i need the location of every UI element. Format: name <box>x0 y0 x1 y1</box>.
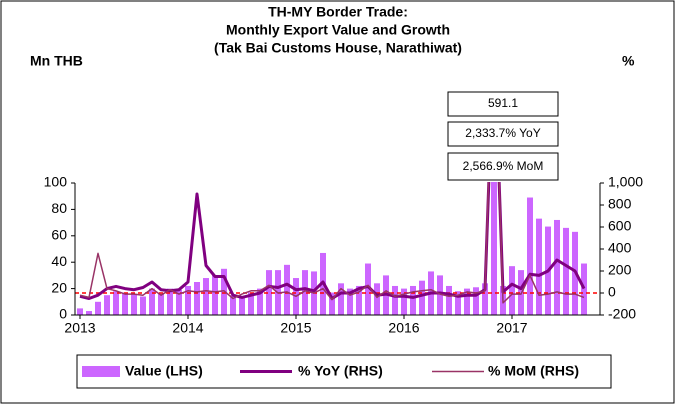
bar <box>212 275 218 315</box>
bar <box>419 280 425 315</box>
plot-area <box>75 182 600 315</box>
annotation-box <box>447 152 559 181</box>
y2-tick-label: 0 <box>608 284 616 300</box>
y2-tick-label: -200 <box>608 306 636 322</box>
bar <box>581 263 587 315</box>
bar <box>176 289 182 315</box>
bar <box>140 296 146 315</box>
bar <box>122 292 128 315</box>
bar <box>491 182 497 315</box>
x-tick-label: 2015 <box>280 320 311 336</box>
chart-title: Monthly Export Value and Growth <box>226 22 450 38</box>
bar <box>473 287 479 315</box>
bar <box>239 296 245 315</box>
bar <box>347 288 353 315</box>
x-tick-label: 2013 <box>64 320 95 336</box>
bar <box>482 283 488 315</box>
bar <box>356 285 362 315</box>
bar <box>401 288 407 315</box>
y-tick-label: 20 <box>51 279 67 295</box>
annotation: 2,566.9% MoM <box>463 159 544 173</box>
bar <box>410 285 416 315</box>
legend-label: % YoY (RHS) <box>298 363 383 379</box>
bar <box>455 291 461 315</box>
annotation: 2,333.7% YoY <box>465 126 540 140</box>
bar <box>329 292 335 315</box>
annotation: 591.1 <box>488 96 518 110</box>
line-series <box>79 182 585 304</box>
bar <box>365 263 371 315</box>
y-tick-label: 60 <box>51 227 67 243</box>
bar <box>257 288 263 315</box>
bar <box>113 291 119 315</box>
legend-label: % MoM (RHS) <box>488 363 579 379</box>
bar <box>104 295 110 315</box>
x-tick-label: 2014 <box>172 320 203 336</box>
bar <box>86 311 92 315</box>
bar <box>131 293 137 315</box>
bar <box>527 197 533 315</box>
bar <box>167 288 173 315</box>
y2-tick-label: 400 <box>608 240 632 256</box>
chart-title: TH-MY Border Trade: <box>268 4 408 20</box>
y-tick-label: 100 <box>44 174 68 190</box>
bar <box>221 268 227 315</box>
bar <box>446 285 452 315</box>
bar <box>185 285 191 315</box>
bar <box>338 283 344 315</box>
bar <box>374 283 380 315</box>
y-axis-label: Mn THB <box>30 53 83 69</box>
y2-axis-label: % <box>622 53 635 69</box>
bar <box>437 275 443 315</box>
legend <box>76 354 612 389</box>
bar <box>509 266 515 315</box>
bar <box>266 270 272 315</box>
x-tick-label: 2017 <box>496 320 527 336</box>
x-tick-label: 2016 <box>388 320 419 336</box>
y-tick-label: 80 <box>51 200 67 216</box>
bar <box>284 264 290 315</box>
bar <box>248 292 254 315</box>
annotation-box <box>447 121 559 147</box>
legend-label: Value (LHS) <box>125 363 203 379</box>
bar <box>194 282 200 315</box>
bar <box>95 301 101 315</box>
bar <box>77 308 83 315</box>
bar <box>230 295 236 315</box>
bar <box>158 293 164 315</box>
bar <box>302 270 308 315</box>
bar <box>464 288 470 315</box>
y-tick-label: 0 <box>59 306 67 322</box>
y2-tick-label: 800 <box>608 196 632 212</box>
bar <box>536 218 542 315</box>
y2-tick-label: 200 <box>608 262 632 278</box>
y2-tick-label: 600 <box>608 218 632 234</box>
y-tick-label: 40 <box>51 253 67 269</box>
chart-title: (Tak Bai Customs House, Narathiwat) <box>214 40 462 56</box>
annotation-box <box>447 91 559 117</box>
bar <box>563 227 569 315</box>
bar <box>203 278 209 315</box>
legend-swatch <box>82 366 120 377</box>
bar <box>554 219 560 315</box>
bar <box>149 288 155 315</box>
y2-tick-label: 1,000 <box>608 174 643 190</box>
bar <box>392 285 398 315</box>
